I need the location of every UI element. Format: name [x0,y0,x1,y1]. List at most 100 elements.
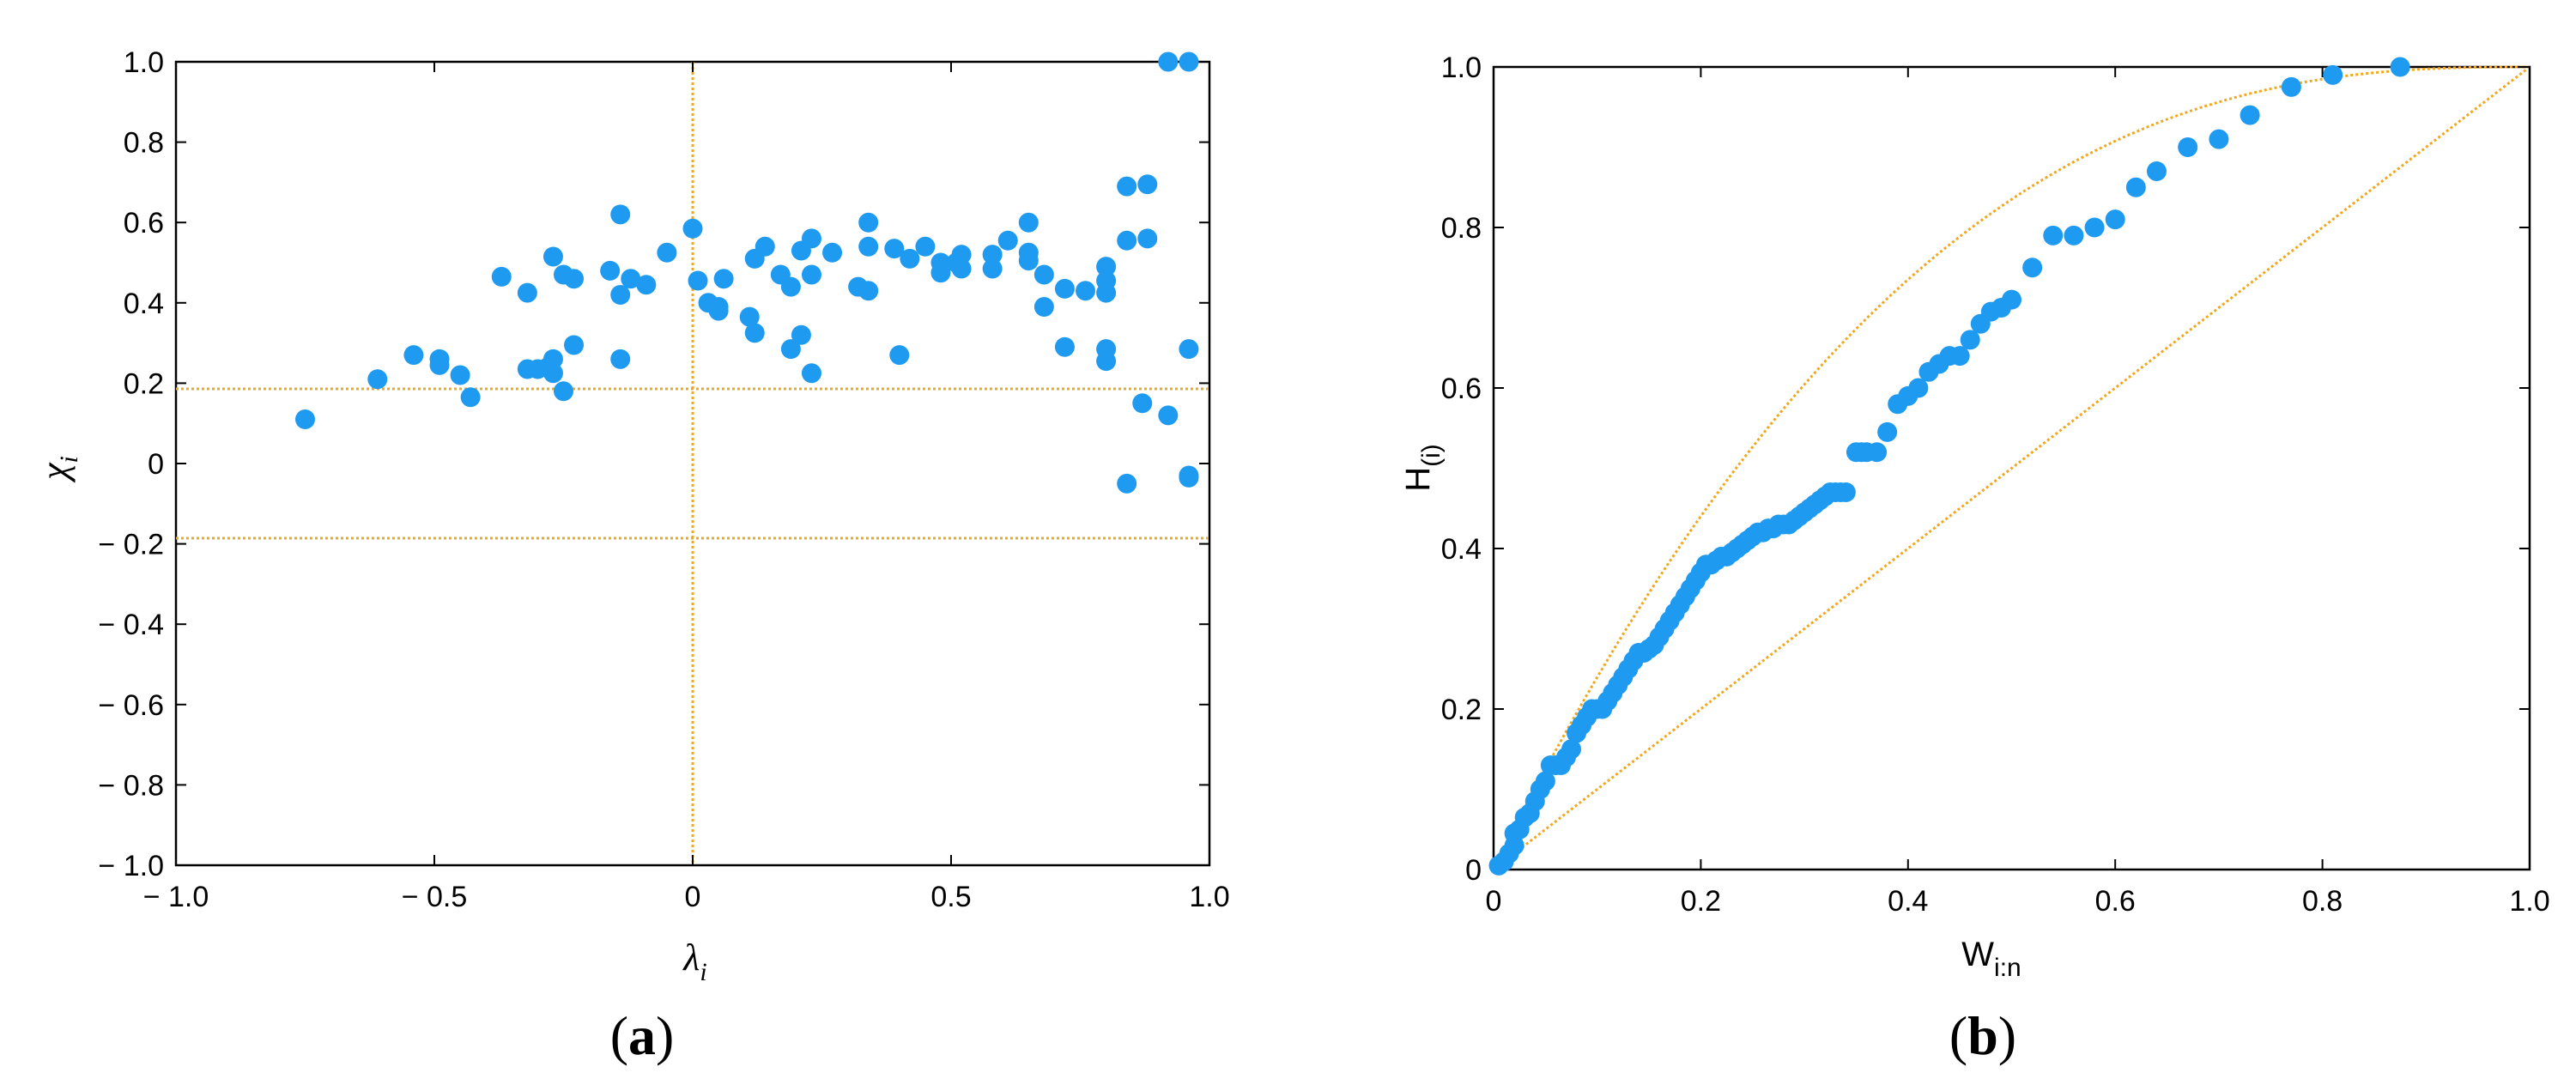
data-point [1877,421,1898,442]
reference-diagonal [1493,65,2531,871]
data-point [951,258,972,279]
data-point [2125,177,2146,197]
y-tick-label: 0.4 [124,288,164,320]
data-point [739,306,760,327]
y-tick-label: 1.0 [124,46,164,79]
data-point [1096,282,1117,303]
x-tick-label: 0.6 [2095,885,2136,918]
data-point [982,258,1003,279]
data-point [1179,52,1199,72]
data-point [2209,129,2229,149]
data-point [1018,212,1039,233]
y-tick-label: 0.6 [1441,373,1482,405]
data-point [1033,296,1054,317]
x-tick-label: 1.0 [1189,881,1229,913]
data-point [1018,251,1039,271]
data-point [915,236,936,257]
x-tick-label: 0.8 [2302,885,2343,918]
data-point [2281,76,2301,97]
y-tick-label: − 0.2 [98,529,164,561]
y-tick-label: 0.8 [1441,212,1482,245]
data-point [889,345,910,366]
y-tick-label: 0.2 [1441,694,1482,726]
data-point [1179,339,1199,360]
data-point [1054,278,1075,299]
data-point [2105,209,2125,230]
data-point [801,363,821,384]
data-point [858,212,879,233]
x-tick-label: 0.5 [930,881,971,913]
data-point [564,269,585,289]
x-tick-label: 0.2 [1681,885,1721,918]
data-point [1137,228,1158,249]
data-point [755,236,775,257]
data-point [682,218,703,239]
data-point [1117,230,1137,251]
data-point [1179,467,1199,488]
data-point [858,236,879,257]
data-point [2240,105,2260,125]
data-point [2178,137,2198,157]
data-point [1960,330,1980,350]
data-point [1096,351,1117,372]
panel-b-x-axis-label: Wi:n [1961,936,2021,982]
panel-b-plot: 0 0.2 0.4 0.6 0.8 1.0 0 0.2 0.4 0.6 0.8 1.0 [1441,52,2550,918]
y-tick-label: − 0.8 [98,769,164,802]
data-point [780,276,801,297]
y-tick-label: − 1.0 [98,850,164,882]
y-tick-label: 0.6 [124,207,164,239]
data-point [1137,174,1158,195]
data-point [2390,57,2410,77]
data-point [900,248,920,269]
data-point [564,335,585,355]
data-point [621,269,641,289]
x-tick-label: − 1.0 [143,881,209,913]
data-point [610,349,631,369]
y-tick-label: 1.0 [1441,52,1482,84]
data-point [657,242,677,263]
data-point [403,345,424,366]
x-tick-label: 0 [685,881,701,913]
x-tick-label: 0.4 [1888,885,1928,918]
data-point [1867,442,1888,463]
y-tick-label: 0.4 [1441,533,1482,566]
data-point [1908,378,1929,398]
data-point [542,363,563,384]
data-point [2022,258,2043,278]
data-point [1158,405,1179,426]
plot-frame [1492,65,2531,871]
data-point [1033,264,1054,285]
data-point [1535,771,1555,791]
x-tick-label: 0 [1486,885,1502,918]
data-point [460,387,481,408]
data-point [2002,289,2021,310]
data-point [822,242,843,263]
y-tick-label: 0.8 [124,127,164,160]
data-point [542,246,563,267]
data-point [1835,482,1856,503]
data-point [554,381,573,402]
data-point [1949,346,1970,367]
y-tick-label: − 0.4 [98,609,164,641]
data-point [708,296,729,317]
data-point [1076,281,1096,301]
data-point [2084,217,2105,238]
panel-a-plot: − 1.0 − 0.5 0 0.5 1.0 − 1.0 − 0.8 − 0.6 − 0.4 − 0… [98,46,1229,913]
data-point [1158,52,1179,72]
panel-a-tag: (a) [610,1005,675,1066]
panel-b-tag: (b) [1949,1005,2016,1066]
x-tick-label: − 0.5 [402,881,468,913]
data-point [801,228,821,249]
data-point [491,266,512,287]
data-point [1117,473,1137,494]
y-tick-label: − 0.6 [98,689,164,722]
y-tick-label: 0.2 [124,367,164,400]
panel-a-y-axis-label: χi [33,456,83,483]
data-point [744,323,765,343]
data-point [2146,161,2167,182]
data-point [713,269,734,289]
y-tick-label: 0 [1465,854,1482,887]
data-point [688,270,708,291]
data-point [884,239,905,259]
